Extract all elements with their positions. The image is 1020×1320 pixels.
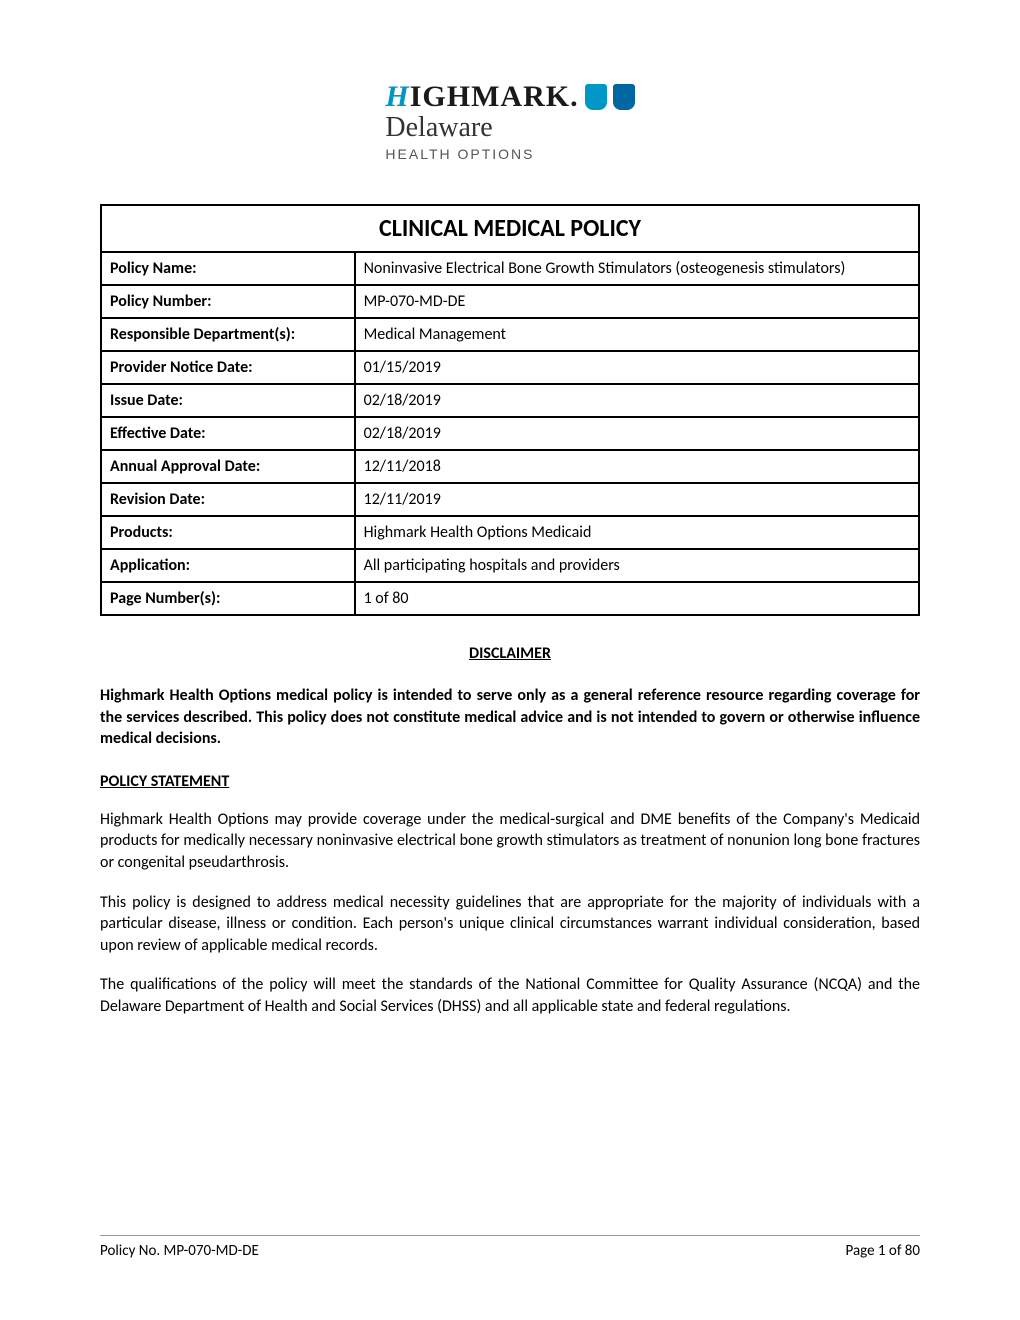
page-footer: Policy No. MP-070-MD-DE Page 1 of 80: [100, 1235, 920, 1260]
row-value: 12/11/2018: [355, 450, 919, 483]
brand-subsidiary: Delaware: [385, 112, 634, 144]
footer-page-no: Page 1 of 80: [846, 1242, 920, 1260]
row-label: Products:: [101, 516, 355, 549]
row-value: Highmark Health Options Medicaid: [355, 516, 919, 549]
row-value: All participating hospitals and provider…: [355, 549, 919, 582]
row-value: 02/18/2019: [355, 417, 919, 450]
brand-name-rest: IGHMARK.: [410, 80, 579, 114]
row-value: 1 of 80: [355, 582, 919, 615]
row-label: Revision Date:: [101, 483, 355, 516]
table-row: Annual Approval Date:12/11/2018: [101, 450, 919, 483]
table-row: Application:All participating hospitals …: [101, 549, 919, 582]
brand-logo-block: HIGHMARK. Delaware HEALTH OPTIONS: [385, 80, 634, 162]
table-row: Revision Date:12/11/2019: [101, 483, 919, 516]
table-row: Effective Date:02/18/2019: [101, 417, 919, 450]
shield-icon: [613, 84, 635, 110]
brand-accent-letter: H: [385, 80, 409, 114]
table-header: CLINICAL MEDICAL POLICY: [101, 205, 919, 252]
table-row: Provider Notice Date:01/15/2019: [101, 351, 919, 384]
row-label: Policy Name:: [101, 252, 355, 285]
brand-logo: HIGHMARK. Delaware HEALTH OPTIONS: [100, 80, 920, 164]
row-label: Annual Approval Date:: [101, 450, 355, 483]
disclaimer-heading: DISCLAIMER: [100, 644, 920, 663]
row-value: MP-070-MD-DE: [355, 285, 919, 318]
row-label: Page Number(s):: [101, 582, 355, 615]
table-row: Page Number(s):1 of 80: [101, 582, 919, 615]
table-row: Products:Highmark Health Options Medicai…: [101, 516, 919, 549]
row-value: Medical Management: [355, 318, 919, 351]
row-value: 02/18/2019: [355, 384, 919, 417]
policy-paragraph: This policy is designed to address medic…: [100, 892, 920, 957]
table-row: Issue Date:02/18/2019: [101, 384, 919, 417]
policy-paragraph: Highmark Health Options may provide cove…: [100, 809, 920, 874]
table-row: Policy Name:Noninvasive Electrical Bone …: [101, 252, 919, 285]
row-value: 01/15/2019: [355, 351, 919, 384]
row-value: 12/11/2019: [355, 483, 919, 516]
shield-icon: [585, 84, 607, 110]
row-value: Noninvasive Electrical Bone Growth Stimu…: [355, 252, 919, 285]
row-label: Responsible Department(s):: [101, 318, 355, 351]
policy-paragraph: The qualifications of the policy will me…: [100, 974, 920, 1017]
policy-metadata-table: CLINICAL MEDICAL POLICY Policy Name:Noni…: [100, 204, 920, 616]
policy-statement-heading: POLICY STATEMENT: [100, 772, 920, 791]
footer-policy-no: Policy No. MP-070-MD-DE: [100, 1242, 259, 1260]
brand-tagline: HEALTH OPTIONS: [385, 146, 634, 162]
brand-name-line: HIGHMARK.: [385, 80, 634, 114]
disclaimer-text: Highmark Health Options medical policy i…: [100, 685, 920, 750]
row-label: Provider Notice Date:: [101, 351, 355, 384]
table-row: Responsible Department(s):Medical Manage…: [101, 318, 919, 351]
row-label: Policy Number:: [101, 285, 355, 318]
row-label: Application:: [101, 549, 355, 582]
row-label: Effective Date:: [101, 417, 355, 450]
row-label: Issue Date:: [101, 384, 355, 417]
table-row: Policy Number:MP-070-MD-DE: [101, 285, 919, 318]
